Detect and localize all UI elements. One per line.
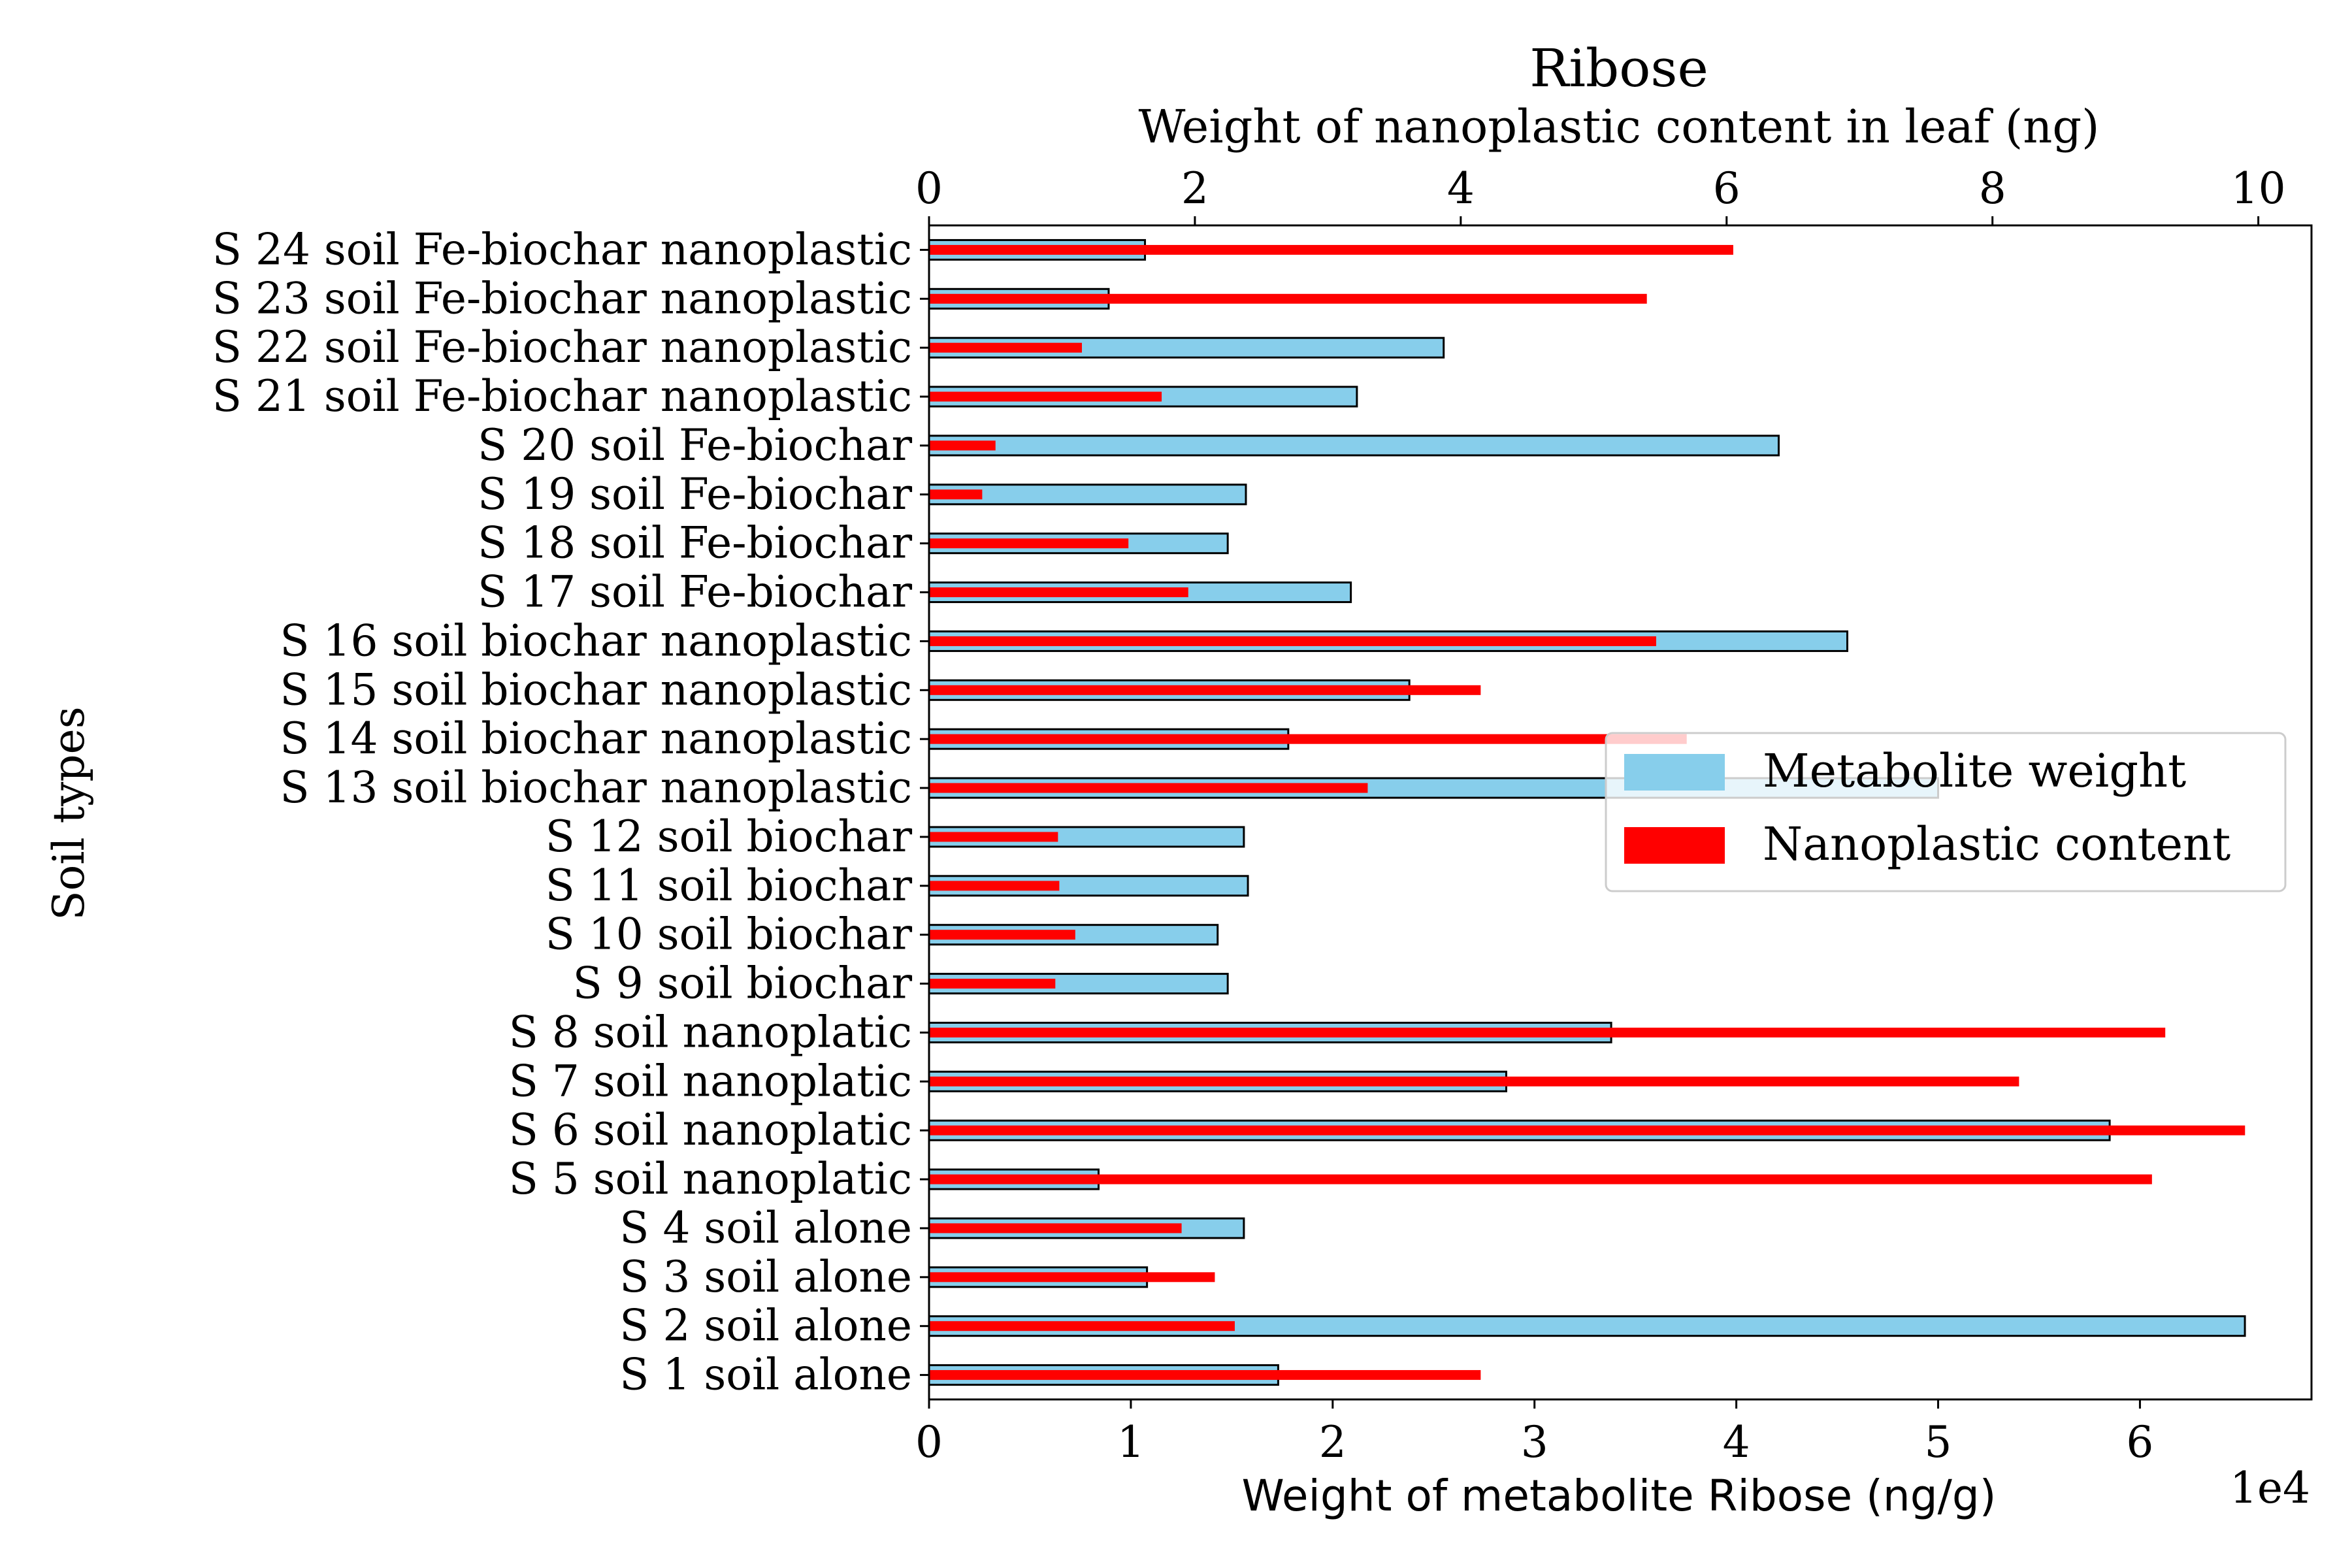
- nanoplastic-bar: [929, 1174, 2152, 1184]
- nanoplastic-bar: [929, 832, 1058, 842]
- nanoplastic-bar: [929, 979, 1056, 989]
- top-x-tick-label: 6: [1713, 163, 1740, 214]
- nanoplastic-bar: [929, 1125, 2246, 1135]
- x-offset-label: 1e4: [2230, 1463, 2310, 1513]
- nanoplastic-bar: [929, 587, 1188, 598]
- category-label: S 7 soil nanoplatic: [509, 1056, 912, 1106]
- category-label: S 3 soil alone: [619, 1252, 912, 1302]
- nanoplastic-bar: [929, 734, 1687, 744]
- nanoplastic-bar: [929, 1272, 1215, 1282]
- plot-frame: [928, 224, 2313, 1401]
- legend-swatch: [1624, 754, 1725, 791]
- top-axis-label: Weight of nanoplastic content in leaf (n…: [1139, 100, 2100, 154]
- category-label: S 21 soil Fe-biochar nanoplastic: [212, 371, 912, 421]
- legend: Metabolite weight Nanoplastic content: [1605, 732, 2287, 892]
- nanoplastic-bar: [929, 1223, 1182, 1233]
- top-x-tick-label: 2: [1181, 163, 1209, 214]
- nanoplastic-bar: [929, 391, 1162, 402]
- bottom-x-tick-label: 6: [2126, 1417, 2153, 1467]
- nanoplastic-bar: [929, 489, 983, 500]
- bottom-x-tick-label: 0: [915, 1417, 943, 1467]
- category-label: S 20 soil Fe-biochar: [478, 420, 912, 470]
- nanoplastic-bar: [929, 244, 1733, 255]
- nanoplastic-bar: [929, 342, 1082, 353]
- category-label: S 19 soil Fe-biochar: [478, 469, 912, 519]
- top-x-tick-label: 10: [2231, 163, 2286, 214]
- nanoplastic-bar: [929, 636, 1656, 646]
- top-x-tick-label: 0: [915, 163, 943, 214]
- legend-box: [1605, 732, 2287, 892]
- category-label: S 11 soil biochar: [546, 860, 913, 911]
- category-label: S 10 soil biochar: [546, 909, 913, 960]
- nanoplastic-bar: [929, 783, 1368, 793]
- bottom-x-tick-label: 3: [1521, 1417, 1548, 1467]
- nanoplastic-bar: [929, 293, 1647, 304]
- category-label: S 18 soil Fe-biochar: [478, 518, 912, 568]
- category-label: S 2 soil alone: [619, 1301, 912, 1351]
- bottom-x-tick-label: 5: [1925, 1417, 1952, 1467]
- category-label: S 17 soil Fe-biochar: [478, 567, 912, 617]
- legend-label: Nanoplastic content: [1763, 817, 2230, 871]
- nanoplastic-bar: [929, 1076, 2019, 1086]
- category-label: S 23 soil Fe-biochar nanoplastic: [212, 273, 912, 323]
- nanoplastic-bar: [929, 1321, 1235, 1331]
- nanoplastic-bar: [929, 930, 1075, 940]
- category-label: S 16 soil biochar nanoplastic: [280, 615, 912, 666]
- category-label: S 9 soil biochar: [573, 958, 913, 1009]
- nanoplastic-bar: [929, 538, 1129, 549]
- chart-title: Ribose: [1529, 38, 1708, 99]
- bottom-x-tick-label: 2: [1319, 1417, 1347, 1467]
- metabolite-bar: [928, 434, 1780, 457]
- category-label: S 22 soil Fe-biochar nanoplastic: [212, 322, 912, 372]
- bottom-x-tick-label: 1: [1117, 1417, 1145, 1467]
- nanoplastic-bar: [929, 881, 1060, 891]
- category-label: S 24 soil Fe-biochar nanoplastic: [212, 224, 912, 274]
- nanoplastic-bar: [929, 1027, 2166, 1037]
- nanoplastic-bar: [929, 1370, 1481, 1380]
- category-label: S 14 soil biochar nanoplastic: [280, 713, 912, 764]
- y-axis-label: Soil types: [44, 706, 94, 920]
- bottom-x-tick-label: 4: [1723, 1417, 1750, 1467]
- category-label: S 13 soil biochar nanoplastic: [280, 762, 912, 813]
- category-label: S 6 soil nanoplatic: [509, 1105, 912, 1155]
- category-label: S 5 soil nanoplatic: [509, 1154, 912, 1204]
- category-label: S 4 soil alone: [619, 1203, 912, 1253]
- bottom-axis-label: Weight of metabolite Ribose (ng/g): [1242, 1471, 1997, 1521]
- nanoplastic-bar: [929, 685, 1481, 695]
- legend-label: Metabolite weight: [1763, 744, 2186, 798]
- top-x-tick-label: 4: [1447, 163, 1475, 214]
- category-label: S 8 soil nanoplatic: [509, 1007, 912, 1057]
- legend-swatch: [1624, 827, 1725, 864]
- category-label: S 1 soil alone: [619, 1350, 912, 1400]
- category-label: S 12 soil biochar: [546, 811, 913, 862]
- nanoplastic-bar: [929, 440, 996, 451]
- category-label: S 15 soil biochar nanoplastic: [280, 664, 912, 715]
- top-x-tick-label: 8: [1979, 163, 2006, 214]
